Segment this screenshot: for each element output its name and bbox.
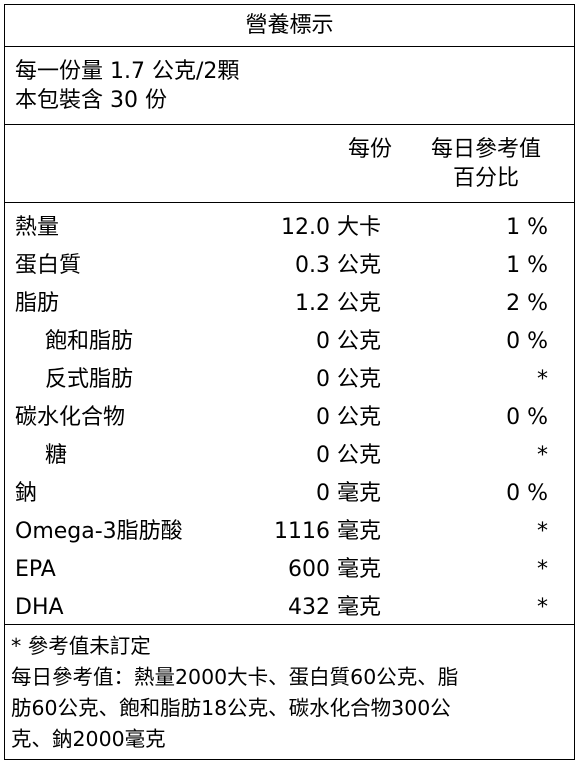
nutrient-name: 熱量 [15,215,60,240]
nutrient-amount: 0 [316,443,330,468]
nutrient-row: 鈉 0 毫克 0 % [5,475,574,513]
nutrition-label: 營養標示 每一份量 1.7 公克/2顆 本包裝含 30 份 每份 每日參考值 百… [4,4,575,760]
nutrient-name: 蛋白質 [15,253,82,278]
daily-value-header: 每日參考值 百分比 [408,135,564,193]
column-headers: 每份 每日參考值 百分比 [5,125,574,203]
nutrient-name: 飽和脂肪 [45,329,134,354]
nutrient-daily-value: * [537,557,548,582]
nutrient-row: DHA 432 毫克 * [5,589,574,627]
nutrient-row: 熱量 12.0 大卡 1 % [5,209,574,247]
nutrient-row: 碳水化合物 0 公克 0 % [5,399,574,437]
nutrient-table: 熱量 12.0 大卡 1 % 蛋白質 0.3 公克 1 % 脂肪 1.2 公克 … [5,203,574,625]
nutrient-name: 鈉 [15,481,38,506]
nutrient-unit: 公克 [337,253,382,278]
nutrient-amount: 12.0 [281,215,330,240]
serving-info: 每一份量 1.7 公克/2顆 本包裝含 30 份 [5,47,574,125]
nutrient-amount: 0 [316,367,330,392]
nutrient-amount: 1.2 [295,291,330,316]
nutrient-unit: 毫克 [337,595,382,620]
nutrient-daily-value: 2 % [506,291,548,316]
nutrient-unit: 毫克 [337,481,382,506]
daily-value-header-line2: 百分比 [452,166,519,191]
nutrient-amount: 0 [316,405,330,430]
nutrient-name: 糖 [45,443,68,468]
nutrient-row: 反式脂肪 0 公克 * [5,361,574,399]
nutrient-amount: 0 [316,329,330,354]
nutrient-unit: 公克 [337,329,382,354]
nutrient-daily-value: 0 % [506,329,548,354]
nutrient-unit: 公克 [337,291,382,316]
reference-values-line: 肪60公克、飽和脂肪18公克、碳水化合物300公 [11,696,451,720]
nutrient-unit: 毫克 [337,519,382,544]
nutrient-row: 脂肪 1.2 公克 2 % [5,285,574,323]
reference-values-line: 每日參考值：熱量2000大卡、蛋白質60公克、脂 [11,665,459,689]
nutrient-name: DHA [15,595,64,620]
nutrient-name: Omega-3脂肪酸 [15,519,183,544]
nutrient-row: EPA 600 毫克 * [5,551,574,589]
servings-per-pack: 本包裝含 30 份 [15,88,167,113]
asterisk-note: * 參考值未訂定 [11,634,151,658]
daily-value-header-line1: 每日參考值 [430,137,541,162]
label-title: 營養標示 [5,5,574,47]
nutrient-amount: 600 [288,557,330,582]
nutrient-name: 反式脂肪 [45,367,134,392]
nutrient-amount: 1116 [274,519,330,544]
per-serving-header: 每份 [347,137,392,162]
nutrient-row: 飽和脂肪 0 公克 0 % [5,323,574,361]
nutrient-unit: 公克 [337,367,382,392]
nutrient-daily-value: * [537,367,548,392]
nutrient-daily-value: 0 % [506,405,548,430]
serving-size: 每一份量 1.7 公克/2顆 [15,59,240,84]
nutrient-row: 蛋白質 0.3 公克 1 % [5,247,574,285]
nutrient-name: EPA [15,557,56,582]
nutrient-amount: 432 [288,595,330,620]
footnote: * 參考值未訂定 每日參考值：熱量2000大卡、蛋白質60公克、脂 肪60公克、… [5,625,574,759]
nutrient-unit: 毫克 [337,557,382,582]
nutrient-daily-value: * [537,519,548,544]
nutrient-daily-value: 0 % [506,481,548,506]
nutrient-unit: 公克 [337,405,382,430]
nutrient-amount: 0 [316,481,330,506]
nutrient-amount: 0.3 [295,253,330,278]
nutrient-unit: 大卡 [337,215,382,240]
nutrient-daily-value: * [537,443,548,468]
nutrient-daily-value: 1 % [506,215,548,240]
reference-values-line: 克、鈉2000毫克 [11,727,166,751]
nutrient-row: Omega-3脂肪酸 1116 毫克 * [5,513,574,551]
nutrient-name: 碳水化合物 [15,405,126,430]
nutrient-unit: 公克 [337,443,382,468]
nutrient-daily-value: 1 % [506,253,548,278]
nutrient-name: 脂肪 [15,291,60,316]
nutrient-row: 糖 0 公克 * [5,437,574,475]
nutrient-daily-value: * [537,595,548,620]
